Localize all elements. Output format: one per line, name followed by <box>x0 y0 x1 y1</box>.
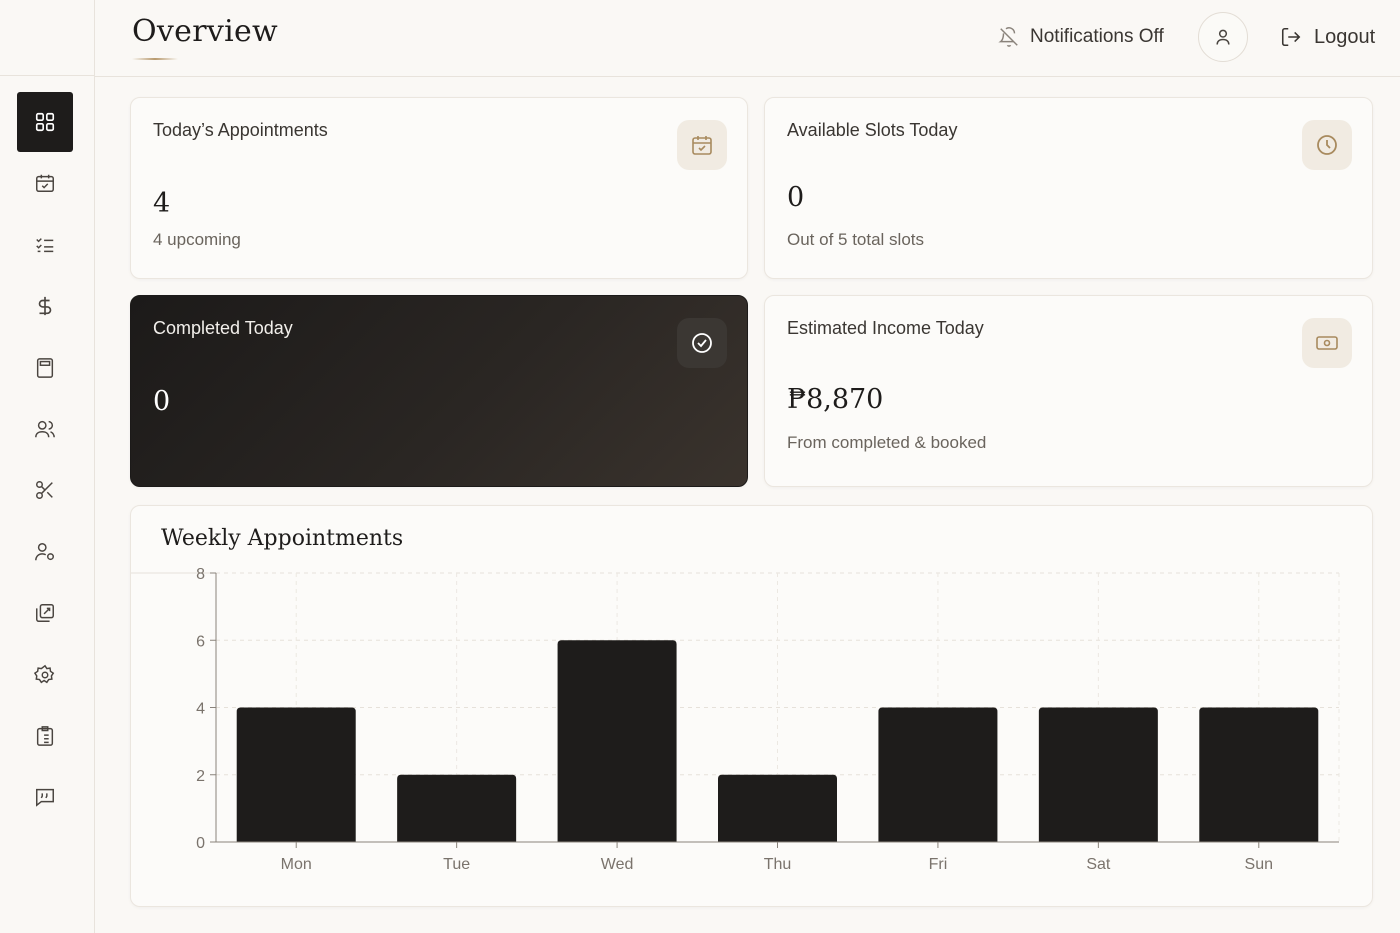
users-icon <box>35 420 55 438</box>
x-tick-label: Tue <box>443 856 470 873</box>
card-label: Completed Today <box>153 318 293 338</box>
sidebar-item-payments[interactable] <box>17 276 73 336</box>
sidebar-item-dashboard[interactable] <box>17 92 73 152</box>
clipboard-icon <box>36 726 54 746</box>
sidebar-item-tasks[interactable] <box>17 215 73 275</box>
bar-sun <box>1199 707 1319 842</box>
gallery-edit-icon <box>36 604 54 623</box>
clock-icon <box>1302 120 1352 170</box>
profile-button[interactable] <box>1198 12 1248 62</box>
card-value: 0 <box>787 182 805 213</box>
card-label: Estimated Income Today <box>787 318 984 338</box>
sidebar-item-calculator[interactable] <box>17 338 73 398</box>
dollar-icon <box>38 297 52 316</box>
x-tick-label: Sat <box>1086 856 1111 873</box>
sidebar <box>0 0 95 933</box>
y-tick-label: 8 <box>196 566 205 583</box>
card-sub: 4 upcoming <box>153 230 241 249</box>
x-tick-label: Mon <box>281 856 312 873</box>
gear-icon <box>34 664 55 683</box>
logout-label: Logout <box>1314 25 1376 48</box>
notifications-label: Notifications Off <box>1030 26 1164 47</box>
bell-off-icon <box>998 27 1018 47</box>
quote-message-icon <box>36 789 54 808</box>
sidebar-item-staff[interactable] <box>17 522 73 582</box>
card-sub: From completed & booked <box>787 433 987 452</box>
sidebar-item-settings[interactable] <box>17 645 73 705</box>
user-settings-icon <box>35 542 54 561</box>
dashboard-icon <box>35 112 55 132</box>
card-available-slots: Available Slots Today 0 Out of 5 total s… <box>764 97 1373 279</box>
bar-fri <box>878 707 998 842</box>
card-label: Available Slots Today <box>787 120 958 140</box>
sidebar-item-reviews[interactable] <box>17 767 73 827</box>
logout-button[interactable]: Logout <box>1280 22 1375 52</box>
x-tick-label: Sun <box>1245 856 1273 873</box>
y-tick-label: 0 <box>196 835 205 852</box>
chart-title: Weekly Appointments <box>161 526 404 551</box>
scissors-icon <box>36 481 53 500</box>
card-value: ₱8,870 <box>787 384 884 415</box>
calendar-check-icon <box>677 120 727 170</box>
title-underline <box>132 58 178 60</box>
calculator-icon <box>36 357 54 378</box>
card-label: Today’s Appointments <box>153 120 328 140</box>
notifications-toggle[interactable]: Notifications Off <box>998 22 1164 52</box>
card-value: 0 <box>153 386 171 417</box>
bar-sat <box>1038 707 1158 842</box>
card-completed-today: Completed Today 0 <box>130 295 748 487</box>
x-tick-label: Wed <box>601 856 634 873</box>
x-tick-label: Fri <box>929 856 948 873</box>
bar-mon <box>236 707 356 842</box>
page-title: Overview <box>132 14 279 49</box>
sidebar-item-clients[interactable] <box>17 399 73 459</box>
sidebar-header <box>0 0 94 76</box>
checklist-icon <box>36 237 54 252</box>
x-tick-label: Thu <box>764 856 792 873</box>
card-value: 4 <box>153 188 171 219</box>
topbar: Overview Notifications Off Logout <box>95 0 1400 77</box>
cash-icon <box>1302 318 1352 368</box>
logout-icon <box>1281 27 1301 47</box>
check-circle-icon <box>677 318 727 368</box>
weekly-appointments-chart: Weekly Appointments 0 2 4 6 8 Mon Tue Wed Thu Fri… <box>130 505 1373 907</box>
y-tick-label: 4 <box>196 701 205 718</box>
sidebar-item-services[interactable] <box>17 460 73 520</box>
bar-tue <box>397 774 517 842</box>
sidebar-item-gallery[interactable] <box>17 583 73 643</box>
card-sub: Out of 5 total slots <box>787 230 925 249</box>
user-icon <box>1216 29 1230 45</box>
sidebar-item-appointments[interactable] <box>17 153 73 213</box>
card-estimated-income: Estimated Income Today ₱8,870 From compl… <box>764 295 1373 487</box>
bar-wed <box>557 640 677 842</box>
y-tick-label: 2 <box>196 768 205 785</box>
calendar-check-icon <box>36 175 54 193</box>
bar-chart: 0 2 4 6 8 Mon Tue Wed Thu Fri Sat Sun <box>131 566 1340 873</box>
card-todays-appointments: Today’s Appointments 4 4 upcoming <box>130 97 748 279</box>
sidebar-item-reports[interactable] <box>17 706 73 766</box>
y-tick-label: 6 <box>196 633 205 650</box>
sidebar-nav <box>0 76 94 827</box>
bar-thu <box>718 774 837 842</box>
